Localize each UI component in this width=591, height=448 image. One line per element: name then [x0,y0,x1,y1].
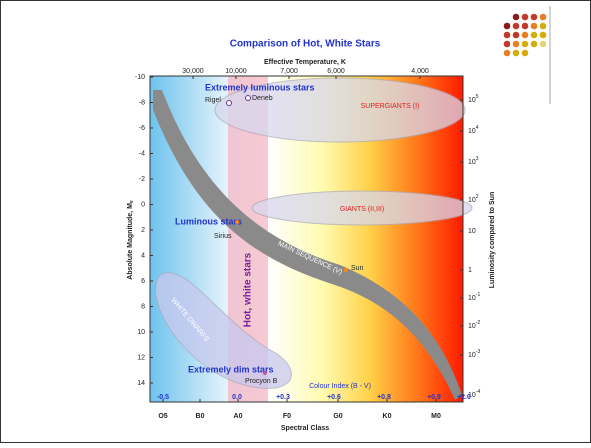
dot [513,14,520,21]
left-tick-label: 8 [141,303,145,310]
dot [522,50,529,57]
top-tick-label: 30,000 [182,68,204,75]
annotation: Extremely luminous stars [205,82,315,92]
annotation: Luminous stars [175,216,242,226]
bottom-tick-label: A0 [234,413,243,420]
right-tick-base: 10 [468,197,476,204]
bottom-tick-label: G0 [333,413,342,420]
left-tick-label: 6 [141,278,145,285]
dot [522,14,529,21]
bottom-axis-title: Spectral Class [281,425,329,432]
right-tick-base: 10 [468,97,476,104]
annotation: Procyon B [245,378,278,385]
left-tick-label: 2 [141,227,145,234]
dot [504,32,511,39]
slide: Comparison of Hot, White Stars Effective… [0,0,591,443]
right-tick-label: 1 [468,267,472,274]
top-tick-label: 6,000 [327,68,345,75]
colour-index-label: +2.0 [457,394,471,401]
dot [522,32,529,39]
star [344,268,348,272]
colour-index-label: +0.8 [377,394,391,401]
dot [540,14,547,21]
right-tick-sup: -3 [476,349,481,355]
right-tick-base: 1 [468,267,472,274]
dot [540,32,547,39]
annotation: Rigel [205,97,221,104]
star [246,96,251,101]
dot [513,50,520,57]
colour-index-label: +0.3 [276,394,290,401]
bottom-tick-label: K0 [383,413,392,420]
colour-index-label: +0.6 [327,394,341,401]
left-tick-label: -4 [139,150,145,157]
colour-index-label: 0.0 [232,394,242,401]
top-tick-label: 10,000 [225,68,247,75]
annotation: Sirius [214,233,232,240]
left-tick-label: -10 [135,74,145,81]
right-tick-sup: -2 [476,320,481,326]
dot [531,14,538,21]
right-tick-sup: 5 [476,94,479,100]
right-tick-sup: -1 [476,292,481,298]
dot [504,41,511,48]
right-tick-base: 10 [468,295,476,302]
star [235,220,239,224]
annotation: SUPERGIANTS (I) [361,103,420,110]
right-tick-base: 10 [468,323,476,330]
dot [522,23,529,30]
right-tick-sup: 3 [476,156,479,162]
top-axis-title: Effective Temperature, K [264,59,346,66]
right-tick-base: 10 [468,159,476,166]
star [227,101,232,106]
right-tick-sup: 2 [476,194,479,200]
left-tick-label: 14 [137,380,145,387]
left-tick-label: 4 [141,252,145,259]
left-tick-label: 0 [141,201,145,208]
left-tick-label: -8 [139,99,145,106]
dot [531,23,538,30]
bottom-tick-label: B0 [196,413,205,420]
right-axis-title: Luminosity compared to Sun [489,192,496,288]
bottom-tick-label: M0 [431,413,441,420]
title: Comparison of Hot, White Stars [230,39,381,50]
left-tick-label: 12 [137,354,145,361]
dot [540,41,547,48]
colour-index-label: +0.9 [427,394,441,401]
right-tick-base: 10 [468,128,476,135]
annotation: Sun [351,265,364,272]
colour-index-title: Colour Index (B - V) [309,383,371,390]
dot [531,41,538,48]
dot [513,32,520,39]
dot [504,23,511,30]
left-tick-label: -6 [139,125,145,132]
bottom-tick-label: O5 [158,413,167,420]
annotation: Extremely dim stars [188,364,274,374]
annotation: Hot, white stars [243,252,254,327]
top-tick-label: 7,000 [280,68,298,75]
right-tick-base: 10 [468,228,476,235]
annotation: GIANTS (II,III) [340,206,384,213]
right-tick-sup: 4 [476,125,479,131]
dot [513,41,520,48]
right-tick-sup: -4 [476,389,481,395]
left-tick-label: -2 [139,176,145,183]
dot [513,23,520,30]
right-tick-base: 10 [468,352,476,359]
star [263,371,267,375]
left-tick-label: 10 [137,329,145,336]
dot [531,32,538,39]
left-axis-title-text: Absolute Magnitude, M [127,203,134,280]
annotation: Deneb [252,95,273,102]
dot [540,23,547,30]
right-tick-label: 10 [468,228,476,235]
dot [522,41,529,48]
dot [504,50,511,57]
bottom-tick-label: F0 [283,413,291,420]
top-tick-label: 4,000 [411,68,429,75]
left-axis-title-sub: v [129,200,135,203]
